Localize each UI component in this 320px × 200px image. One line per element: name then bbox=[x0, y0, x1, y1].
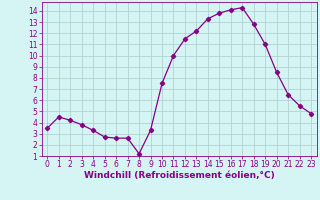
X-axis label: Windchill (Refroidissement éolien,°C): Windchill (Refroidissement éolien,°C) bbox=[84, 171, 275, 180]
